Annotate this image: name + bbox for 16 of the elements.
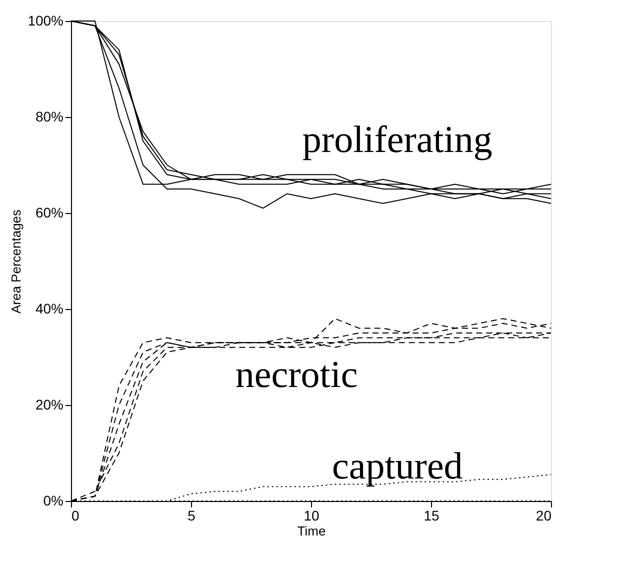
annotation: proliferating (302, 119, 492, 161)
y-tick-label: 100% (28, 12, 64, 28)
x-tick-label: 15 (424, 508, 440, 524)
y-tick-label: 60% (35, 204, 64, 220)
x-tick-label: 10 (304, 508, 320, 524)
annotation: captured (332, 445, 463, 488)
x-axis-title: Time (297, 524, 326, 538)
x-tick-label: 20 (536, 508, 552, 524)
y-tick-label: 80% (35, 108, 64, 124)
y-tick-label: 0% (43, 492, 64, 508)
x-tick-label: 5 (188, 508, 196, 524)
y-tick-label: 20% (35, 396, 64, 412)
x-tick-label: 0 (72, 508, 80, 524)
annotation: necrotic (235, 354, 358, 396)
y-tick-label: 40% (35, 300, 64, 316)
y-axis-title: Area Percentages (8, 208, 24, 314)
